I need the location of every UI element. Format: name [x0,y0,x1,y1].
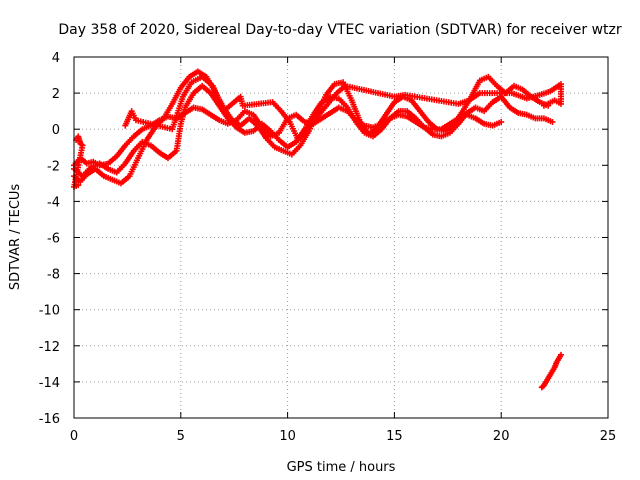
y-tick-label: 2 [52,87,60,102]
data-point [540,102,547,109]
x-tick-label: 0 [70,429,78,444]
y-tick-label: -4 [47,195,60,210]
x-tick-label: 20 [493,429,510,444]
y-tick-label: -14 [39,376,60,391]
y-tick-label: -2 [47,159,60,174]
x-tick-label: 25 [600,429,617,444]
y-tick-label: -6 [47,232,60,247]
data-points [71,68,565,391]
y-tick-label: -8 [47,268,60,283]
x-axis-label: GPS time / hours [287,460,396,475]
x-tick-label: 5 [177,429,185,444]
data-point [558,351,565,358]
chart-title: Day 358 of 2020, Sidereal Day-to-day VTE… [58,22,622,38]
y-tick-label: -12 [39,340,60,355]
y-tick-label: 0 [52,123,60,138]
y-axis-label: SDTVAR / TECUs [8,184,23,291]
y-tick-label: 4 [52,51,60,66]
x-tick-label: 15 [386,429,403,444]
plot-frame [73,56,609,419]
data-point [498,118,505,125]
y-tick-label: -16 [39,412,60,427]
data-point [75,182,82,189]
data-point [549,118,556,125]
x-tick-label: 10 [279,429,296,444]
y-tick-label: -10 [39,304,60,319]
